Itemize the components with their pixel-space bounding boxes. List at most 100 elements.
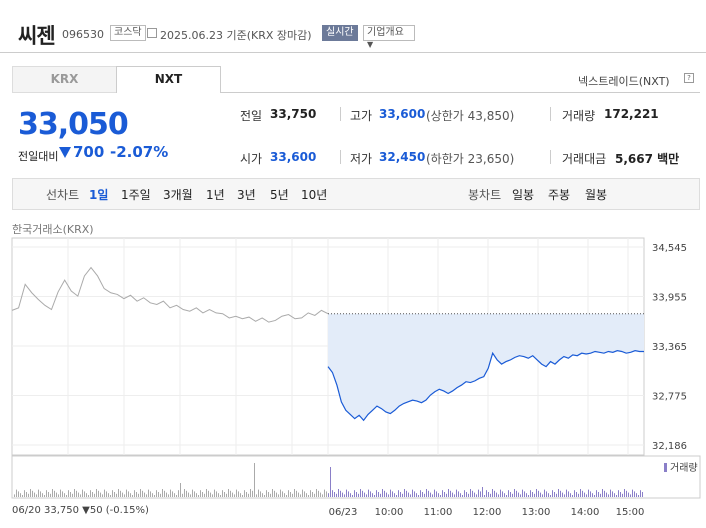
realtime-badge[interactable]: 실시간 (322, 25, 358, 41)
volume-bar (558, 489, 559, 497)
volume-bar (90, 490, 91, 497)
volume-bar (474, 492, 475, 497)
volume-bar (640, 490, 641, 497)
volume-bar (498, 494, 499, 497)
tab-nxt[interactable]: NXT (116, 66, 221, 93)
volume-bar (168, 494, 169, 497)
upper-limit: (상한가 43,850) (426, 109, 515, 123)
volume-bar (594, 495, 595, 497)
low-label: 저가 (350, 152, 373, 166)
volume-bar (582, 490, 583, 497)
open-value: 33,600 (270, 150, 317, 164)
nextrade-link[interactable]: 넥스트레이드(NXT) (578, 75, 670, 88)
volume-bar (88, 495, 89, 497)
volume-bar (122, 492, 123, 497)
volume-bar (236, 489, 237, 497)
volume-bar (374, 495, 375, 497)
volume-bar (242, 495, 243, 497)
volume-bar (216, 491, 217, 497)
volume-bar (156, 490, 157, 497)
candle-weekly[interactable]: 주봉 (548, 188, 571, 202)
volume-bar (22, 495, 23, 497)
volume-bar (514, 489, 515, 497)
volume-bar (154, 495, 155, 497)
volume-bar (450, 490, 451, 497)
period-1w[interactable]: 1주일 (121, 188, 151, 202)
volume-bar (234, 494, 235, 497)
help-icon[interactable]: ? (684, 73, 694, 83)
volume-bar (580, 489, 581, 497)
volume-bar (14, 494, 15, 497)
volume-bar (86, 493, 87, 497)
volume-bar (574, 490, 575, 497)
volume-bar (610, 489, 611, 497)
volume-bar (142, 490, 143, 497)
period-10y[interactable]: 10년 (301, 188, 328, 202)
volume-bar (146, 494, 147, 497)
volume-bar (106, 491, 107, 497)
period-1y[interactable]: 1년 (206, 188, 225, 202)
volume-bar (76, 490, 77, 497)
volume-bar (16, 489, 17, 497)
volume-bar (608, 494, 609, 497)
volume-bar (130, 493, 131, 497)
volume-bar (414, 491, 415, 497)
x-tick-label: 06/23 (329, 507, 358, 518)
volume-bar (38, 489, 39, 497)
volume-bar (396, 495, 397, 497)
change-percent: -2.07% (110, 143, 169, 161)
tab-krx[interactable]: KRX (12, 66, 117, 93)
amount-label: 거래대금 (562, 152, 607, 166)
volume-bar (320, 492, 321, 497)
volume-bar (60, 489, 61, 497)
volume-bar (428, 490, 429, 497)
volume-bar (52, 489, 53, 497)
volume-bar (402, 493, 403, 497)
volume-bar (556, 493, 557, 497)
volume-bar (370, 491, 371, 497)
volume-bar (256, 494, 257, 497)
volume-bar (176, 495, 177, 497)
volume-bar (586, 494, 587, 497)
volume-bar (438, 493, 439, 497)
volume-bar (266, 490, 267, 497)
bottom-info: 06/20 33,750 ▼50 (-0.15%) (12, 505, 149, 516)
volume-bar (408, 492, 409, 497)
volume-bar (576, 492, 577, 497)
chart-source-label: 한국거래소(KRX) (12, 223, 94, 236)
volume-bar (478, 489, 479, 497)
volume-bar (468, 493, 469, 497)
volume-bar (296, 490, 297, 497)
candle-daily[interactable]: 일봉 (512, 188, 535, 202)
quote-date: 2025.06.23 기준(KRX 장마감) (160, 29, 312, 42)
volume-bar (570, 493, 571, 497)
volume-bar (206, 489, 207, 497)
volume-bar (620, 492, 621, 497)
volume-bar (446, 493, 447, 497)
volume-bar (30, 489, 31, 497)
volume-bar (202, 492, 203, 497)
candle-monthly[interactable]: 월봉 (585, 188, 608, 202)
period-1d[interactable]: 1일 (89, 188, 109, 202)
volume-bar (566, 489, 567, 497)
volume-bar (490, 493, 491, 497)
period-3m[interactable]: 3개월 (163, 188, 193, 202)
volume-bar (84, 491, 85, 497)
volume-bar (344, 494, 345, 497)
volume-bar (542, 494, 543, 497)
volume-bar (430, 492, 431, 497)
volume-bar (638, 495, 639, 497)
period-5y[interactable]: 5년 (270, 188, 289, 202)
volume-bar (488, 492, 489, 497)
volume-bar (50, 493, 51, 497)
period-3y[interactable]: 3년 (237, 188, 256, 202)
volume-bar (286, 495, 287, 497)
volume-bar (128, 491, 129, 497)
volume-bar (350, 493, 351, 497)
volume-bar (342, 492, 343, 497)
company-overview-dropdown[interactable]: 기업개요 ▼ (363, 25, 415, 49)
volume-bar (528, 495, 529, 497)
volume-bar (78, 492, 79, 497)
volume-bar (186, 490, 187, 497)
volume-bar (198, 495, 199, 497)
